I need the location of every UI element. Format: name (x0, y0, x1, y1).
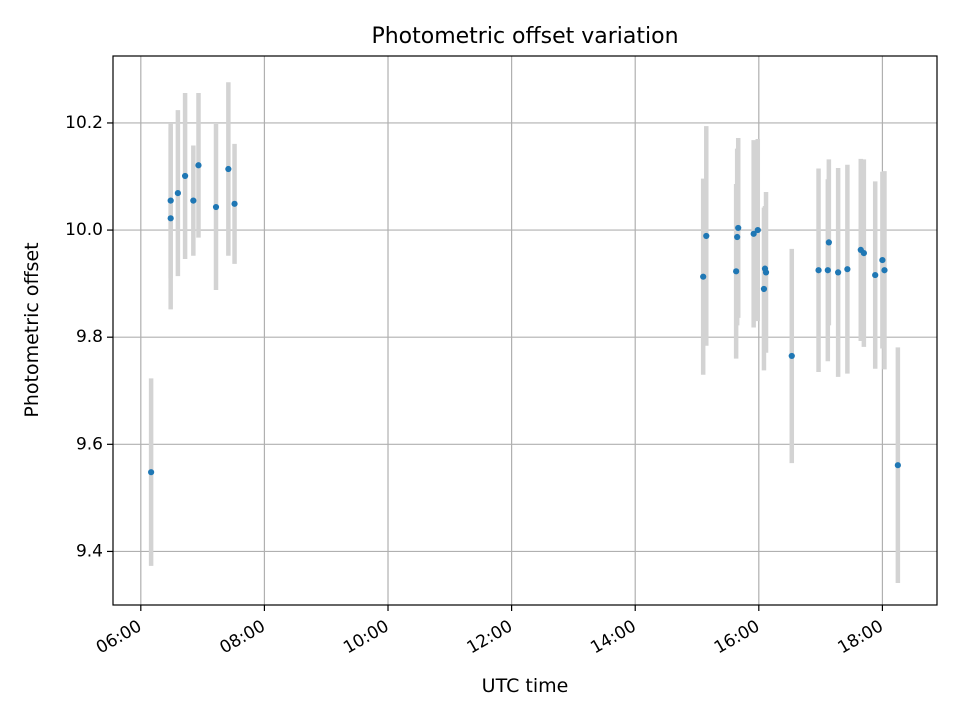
data-point (148, 469, 155, 476)
data-point (174, 190, 181, 197)
data-point (860, 250, 867, 257)
data-point (825, 239, 832, 246)
data-point (734, 233, 741, 241)
y-axis-label: Photometric offset (21, 242, 43, 417)
data-point (824, 267, 831, 274)
data-point (167, 197, 174, 204)
data-point (844, 266, 851, 273)
data-point (760, 285, 768, 293)
y-tick-label: 9.8 (76, 327, 103, 347)
y-tick-label: 9.6 (76, 434, 103, 454)
data-point (182, 172, 189, 180)
data-point (225, 165, 232, 173)
data-point (788, 352, 795, 360)
data-point (835, 269, 842, 276)
data-point (750, 230, 757, 237)
data-point (190, 197, 197, 204)
data-point (195, 162, 202, 169)
y-tick-label: 9.4 (76, 541, 103, 561)
y-tick-label: 10.2 (65, 113, 103, 133)
data-point (881, 267, 888, 274)
data-point (872, 271, 879, 279)
data-points (148, 162, 901, 476)
chart-title: Photometric offset variation (371, 24, 678, 49)
plot-frame (112, 55, 938, 606)
data-point (733, 268, 740, 275)
data-point (700, 273, 707, 280)
data-point (894, 462, 901, 469)
data-point (167, 215, 174, 222)
data-point (754, 226, 761, 234)
x-axis-label: UTC time (482, 675, 569, 697)
data-point (212, 203, 220, 211)
y-tick-label: 10.0 (65, 220, 103, 240)
data-point (703, 232, 710, 240)
data-point (231, 200, 238, 207)
data-point (879, 256, 886, 264)
data-point (735, 224, 742, 232)
data-point (762, 269, 770, 276)
data-point (815, 267, 822, 274)
